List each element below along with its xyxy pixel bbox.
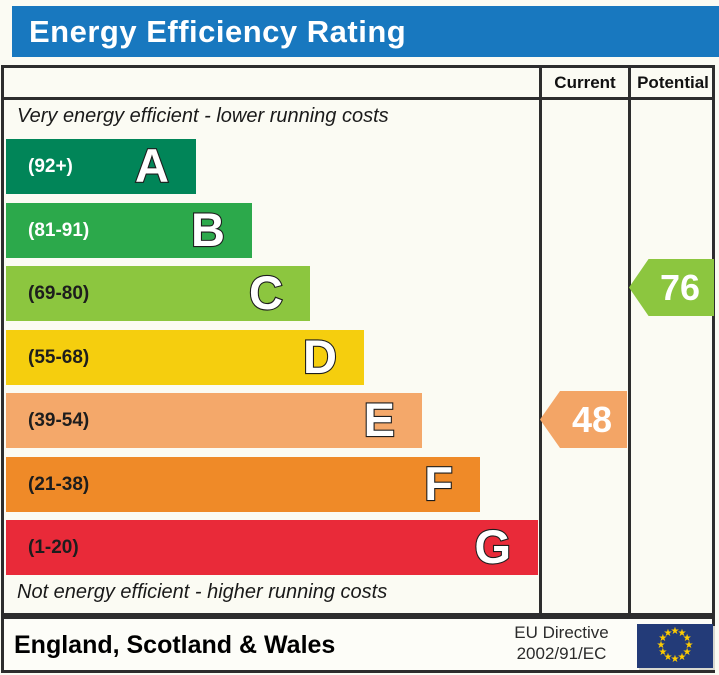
band-range-label: (55-68) <box>28 346 90 368</box>
band-c: (69-80) C <box>6 265 310 321</box>
column-divider-current <box>539 65 542 616</box>
eu-flag-star: ★ <box>677 627 687 639</box>
potential-rating-arrow: 76 <box>629 259 714 316</box>
current-rating-value: 48 <box>571 399 613 440</box>
eu-flag-star: ★ <box>682 633 692 644</box>
band-g: (1-20) G <box>6 519 538 575</box>
footer-bar <box>1 616 715 673</box>
band-f: (21-38) F <box>6 455 480 512</box>
eu-directive-line1: EU Directive <box>514 623 609 642</box>
band-range-label: (21-38) <box>28 473 90 495</box>
band-letter: B <box>190 201 226 256</box>
band-letter: E <box>363 392 397 447</box>
band-range-label: (39-54) <box>28 410 90 431</box>
band-letter: G <box>473 519 512 574</box>
eu-flag-star: ★ <box>677 652 687 664</box>
band-a: (92+) A <box>6 138 196 194</box>
eu-flag-star: ★ <box>663 627 673 639</box>
potential-rating-value: 76 <box>659 267 701 308</box>
eu-flag-star: ★ <box>663 652 673 664</box>
band-letter: F <box>423 455 454 510</box>
band-e: (39-54) E <box>6 392 422 448</box>
eu-directive-label: EU Directive 2002/91/EC <box>495 622 628 664</box>
current-column-header: Current <box>554 73 616 92</box>
band-letter: A <box>134 138 170 193</box>
eu-flag-star: ★ <box>658 647 668 658</box>
band-letter: D <box>302 328 338 383</box>
band-b: (81-91) B <box>6 201 252 258</box>
region-label: England, Scotland & Wales <box>14 631 336 659</box>
potential-column-header: Potential <box>637 73 709 92</box>
eu-flag-icon: ★ ★ ★ ★ ★ ★ ★ ★ ★ ★ ★ ★ <box>637 624 713 668</box>
band-range-label: (1-20) <box>28 537 79 558</box>
band-range-label: (92+) <box>28 156 73 177</box>
bottom-note: Not energy efficient - higher running co… <box>17 581 388 603</box>
title-banner: Energy Efficiency Rating <box>12 6 719 57</box>
band-letter: C <box>248 265 284 320</box>
band-d: (55-68) D <box>6 328 364 385</box>
eu-flag-star: ★ <box>684 640 694 651</box>
page-title: Energy Efficiency Rating <box>29 14 407 49</box>
top-note: Very energy efficient - lower running co… <box>17 105 389 127</box>
eu-flag-star: ★ <box>682 647 692 658</box>
column-divider-potential <box>628 65 631 616</box>
eu-flag-star: ★ <box>658 633 668 644</box>
eu-flag-star: ★ <box>670 654 680 665</box>
band-range-label: (69-80) <box>28 283 90 304</box>
header-row-separator <box>1 97 715 100</box>
current-rating-arrow: 48 <box>540 391 627 448</box>
eu-flag-star: ★ <box>670 626 680 637</box>
band-range-label: (81-91) <box>28 219 90 241</box>
eu-directive-line2: 2002/91/EC <box>516 644 607 663</box>
eu-flag-star: ★ <box>656 640 666 651</box>
